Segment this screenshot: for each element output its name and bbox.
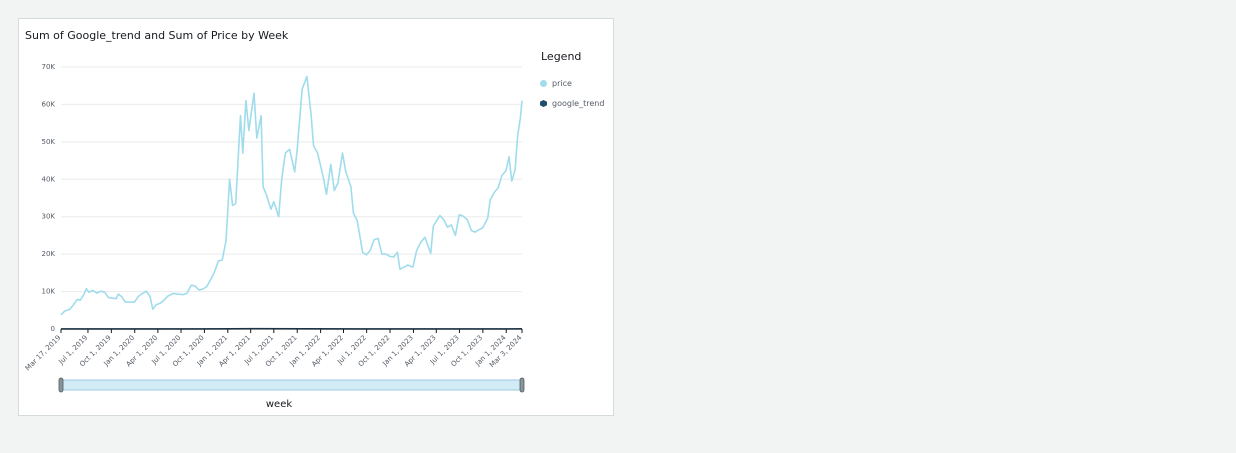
chart-title: Sum of Google_trend and Sum of Price by … bbox=[25, 29, 289, 42]
y-tick-label: 30K bbox=[42, 213, 56, 221]
y-tick-label: 0 bbox=[51, 325, 55, 333]
legend-item-price[interactable]: price bbox=[540, 79, 572, 88]
legend-item-google-trend[interactable]: google_trend bbox=[540, 99, 604, 108]
y-tick-label: 20K bbox=[42, 250, 56, 258]
legend-swatch-price bbox=[540, 80, 547, 87]
y-tick-label: 50K bbox=[42, 138, 56, 146]
series-line-price[interactable] bbox=[60, 75, 523, 316]
y-tick-label: 60K bbox=[42, 100, 56, 108]
x-axis-label: week bbox=[266, 399, 292, 410]
legend-label-price: price bbox=[552, 79, 572, 88]
y-tick-label: 40K bbox=[42, 175, 56, 183]
legend-label-google-trend: google_trend bbox=[552, 99, 605, 108]
range-selector-track[interactable] bbox=[60, 379, 523, 391]
x-tick-label: Mar 17, 2019 bbox=[24, 334, 63, 373]
chart-panel: Sum of Google_trend and Sum of Price by … bbox=[18, 18, 614, 416]
y-tick-label: 70K bbox=[42, 63, 56, 71]
range-selector-start-handle[interactable] bbox=[58, 377, 64, 393]
legend-title: Legend bbox=[541, 50, 582, 63]
y-tick-label: 10K bbox=[42, 288, 56, 296]
legend-swatch-google-trend bbox=[540, 100, 547, 107]
range-selector-end-handle[interactable] bbox=[519, 377, 525, 393]
